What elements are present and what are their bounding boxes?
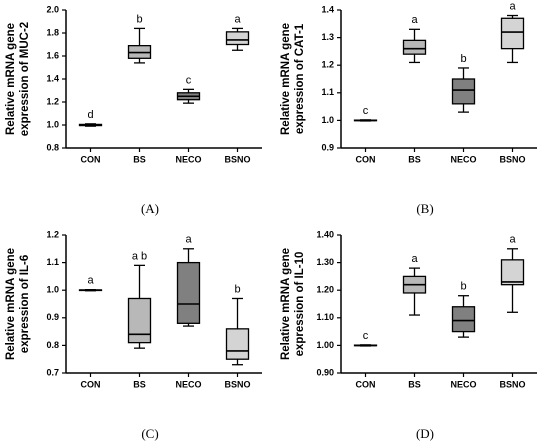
panel-label: (C) (141, 426, 158, 441)
annotation: b (234, 283, 240, 295)
chart-panel: 0.9 1.0 1.1 1.2 1.3 1.4 Relative mRNA gene expr… (280, 0, 537, 216)
y-tick-label: 0.9 (46, 312, 59, 322)
x-tick-label: CON (81, 154, 101, 164)
panel-label: (A) (141, 201, 159, 216)
annotation: b (460, 53, 466, 65)
annotation: c (186, 74, 192, 86)
annotation: a b (132, 250, 147, 262)
annotation: a (509, 234, 516, 246)
y-tick-label: 1.30 (316, 257, 334, 267)
y-tick-label: 0.7 (46, 367, 59, 377)
y-tick-label: 1.0 (321, 115, 334, 125)
annotation: a (411, 253, 418, 265)
y-axis-label-line: Relative mRNA gene (280, 248, 292, 360)
x-tick-label: NECO (175, 379, 201, 389)
x-tick-label: BS (408, 379, 421, 389)
annotation: d (87, 109, 93, 121)
y-tick-label: 1.20 (316, 285, 334, 295)
x-tick-label: BSNO (224, 154, 250, 164)
y-tick-label: 0.8 (46, 142, 59, 152)
x-tick-label: BS (133, 379, 146, 389)
annotation: a (87, 275, 94, 287)
y-tick-label: 0.8 (46, 340, 59, 350)
y-tick-label: 1.2 (46, 229, 59, 239)
y-tick-label: 1.10 (316, 312, 334, 322)
y-axis-label: Relative mRNA gene expression of MUC-2 (5, 22, 31, 136)
y-tick-label: 1.4 (321, 4, 334, 14)
x-tick-label: CON (81, 379, 101, 389)
y-tick-label: 1.4 (46, 73, 59, 83)
annotation: b (460, 281, 466, 293)
y-axis-label-line: expression of IL-10 (294, 252, 306, 357)
x-tick-label: BSNO (499, 379, 525, 389)
x-tick-label: CON (356, 154, 376, 164)
y-tick-label: 1.0 (46, 285, 59, 295)
chart-panel: 0.90 1.00 1.10 1.20 1.30 1.40 Relative mRNA ge… (280, 229, 537, 441)
x-tick-label: NECO (450, 154, 476, 164)
y-tick-label: 1.00 (316, 340, 334, 350)
y-axis-label-line: Relative mRNA gene (280, 23, 292, 135)
y-axis-label-line: Relative mRNA gene (5, 23, 17, 135)
x-tick-label: BSNO (224, 379, 250, 389)
annotation: a (185, 234, 192, 246)
y-axis-label: Relative mRNA gene expression of IL-10 (280, 248, 306, 360)
x-tick-label: NECO (175, 154, 201, 164)
box (127, 297, 152, 344)
panel-label: (D) (416, 426, 434, 441)
y-axis-label: Relative mRNA gene expression of IL-6 (5, 248, 31, 360)
y-tick-label: 1.40 (316, 229, 334, 239)
y-tick-label: 0.90 (316, 367, 334, 377)
x-tick-label: BS (408, 154, 421, 164)
panel-label: (B) (416, 201, 433, 216)
y-tick-label: 1.3 (321, 32, 334, 42)
y-tick-label: 1.1 (321, 87, 334, 97)
box (402, 39, 427, 55)
y-tick-label: 1.2 (46, 96, 59, 106)
y-tick-label: 1.0 (46, 119, 59, 129)
y-tick-label: 1.1 (46, 257, 59, 267)
box (500, 259, 525, 286)
annotation: c (363, 105, 369, 117)
box (225, 31, 250, 46)
y-axis-label-line: expression of IL-6 (19, 255, 31, 353)
annotation: b (136, 13, 142, 25)
y-axis-label: Relative mRNA gene expression of CAT-1 (280, 23, 306, 135)
chart-panel: 0.7 0.8 0.9 1.0 1.1 1.2 Relative mRNA gene expr… (5, 229, 262, 441)
y-tick-label: 2.0 (46, 4, 59, 14)
x-tick-label: BS (133, 154, 146, 164)
box (500, 17, 525, 50)
y-axis-label-line: Relative mRNA gene (5, 248, 17, 360)
box (225, 328, 250, 360)
box (451, 78, 476, 105)
x-tick-label: CON (356, 379, 376, 389)
box (176, 261, 201, 324)
y-tick-label: 1.8 (46, 27, 59, 37)
annotation: c (363, 330, 369, 342)
y-axis-label-line: expression of MUC-2 (19, 22, 31, 136)
chart-panel: 0.8 1.0 1.2 1.4 1.6 1.8 2.0 Relative mRNA gene e… (5, 4, 262, 216)
annotation: a (411, 14, 418, 26)
annotation: a (509, 0, 516, 12)
y-tick-label: 1.6 (46, 50, 59, 60)
x-tick-label: NECO (450, 379, 476, 389)
annotation: a (234, 13, 241, 25)
box (451, 306, 476, 333)
x-tick-label: BSNO (499, 154, 525, 164)
y-tick-label: 0.9 (321, 142, 334, 152)
y-tick-label: 1.2 (321, 60, 334, 70)
y-axis-label-line: expression of CAT-1 (294, 23, 306, 134)
